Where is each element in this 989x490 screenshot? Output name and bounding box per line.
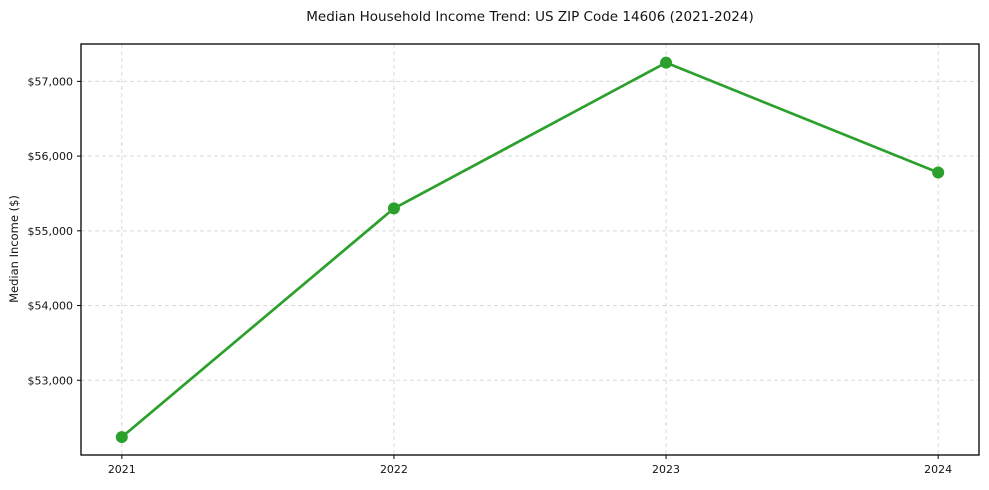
x-tick-label: 2023 [652, 463, 680, 476]
y-tick-label: $53,000 [28, 374, 74, 387]
data-line [120, 61, 940, 439]
chart-title: Median Household Income Trend: US ZIP Co… [306, 9, 754, 25]
y-tick-label: $56,000 [28, 150, 74, 163]
y-tick-label: $54,000 [28, 300, 74, 313]
y-tick-label: $55,000 [28, 225, 74, 238]
data-point [387, 202, 400, 215]
data-point [115, 431, 128, 444]
data-point [660, 56, 673, 69]
plot-border [80, 43, 980, 456]
y-axis-label: Median Income ($) [7, 195, 21, 303]
x-tick-label: 2021 [108, 463, 136, 476]
data-point [932, 166, 945, 179]
x-tick-label: 2022 [380, 463, 408, 476]
y-tick-label: $57,000 [28, 75, 74, 88]
x-tick-label: 2024 [924, 463, 952, 476]
